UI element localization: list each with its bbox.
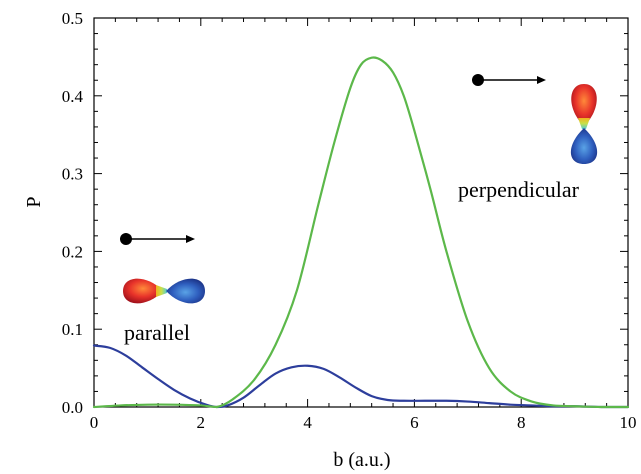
- parallel-arrow-head: [186, 235, 195, 243]
- y-tick-label: 0.5: [62, 9, 83, 28]
- data-series: [92, 56, 630, 409]
- plot-border: [93, 17, 629, 408]
- y-tick-label: 0.4: [62, 87, 84, 106]
- perpendicular-label: perpendicular: [458, 177, 580, 202]
- x-tick-label: 6: [410, 413, 419, 432]
- x-axis-label: b (a.u.): [333, 449, 390, 471]
- parallel-annotation: parallel: [120, 233, 205, 345]
- perpendicular-orbital-icon: [570, 84, 598, 164]
- y-axis-label: P: [23, 196, 45, 207]
- y-tick-label: 0.3: [62, 165, 83, 184]
- x-tick-label: 0: [90, 413, 99, 432]
- x-tick-label: 4: [303, 413, 312, 432]
- y-tick-label: 0.2: [62, 242, 83, 261]
- plot-frame: [93, 17, 629, 408]
- axis-tick-labels: 0 2 4 6 8 10 0.0 0.1 0.2 0.3 0.4 0.5: [62, 9, 637, 432]
- y-tick-label: 0.1: [62, 320, 83, 339]
- x-tick-label: 2: [197, 413, 206, 432]
- parallel-label: parallel: [124, 320, 190, 345]
- axis-ticks: [93, 17, 629, 408]
- perpendicular-arrow-head: [537, 76, 546, 84]
- perpendicular-annotation: perpendicular: [458, 74, 598, 202]
- x-tick-label: 10: [620, 413, 637, 432]
- y-tick-label: 0.0: [62, 398, 83, 417]
- parallel-series-line: [92, 344, 630, 409]
- parallel-orbital-icon: [123, 278, 205, 304]
- x-tick-label: 8: [517, 413, 526, 432]
- perpendicular-series-line: [92, 56, 630, 409]
